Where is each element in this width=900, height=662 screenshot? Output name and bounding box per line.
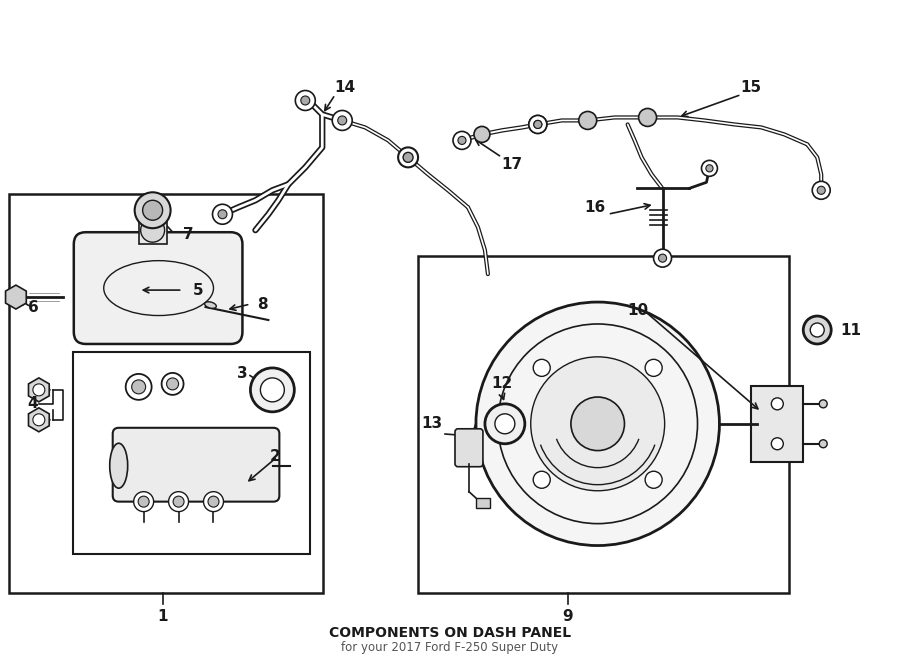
Circle shape — [819, 440, 827, 448]
FancyBboxPatch shape — [74, 232, 242, 344]
Circle shape — [131, 380, 146, 394]
Circle shape — [403, 152, 413, 162]
Text: 5: 5 — [194, 283, 203, 298]
Text: 11: 11 — [841, 322, 861, 338]
Circle shape — [529, 115, 547, 134]
Text: 2: 2 — [270, 449, 281, 464]
Circle shape — [301, 96, 310, 105]
Circle shape — [33, 384, 45, 396]
Circle shape — [139, 496, 149, 507]
Circle shape — [208, 496, 219, 507]
Text: 1: 1 — [158, 609, 168, 624]
Text: 9: 9 — [562, 609, 573, 624]
Circle shape — [812, 181, 830, 199]
Circle shape — [398, 148, 418, 167]
Circle shape — [203, 492, 223, 512]
Circle shape — [168, 492, 188, 512]
Circle shape — [659, 254, 667, 262]
Bar — [73, 352, 310, 553]
Text: 13: 13 — [421, 416, 443, 432]
Circle shape — [534, 120, 542, 128]
Circle shape — [804, 316, 832, 344]
Circle shape — [639, 109, 657, 126]
Circle shape — [571, 397, 625, 451]
Text: 7: 7 — [184, 226, 194, 242]
Circle shape — [533, 359, 550, 377]
Text: 15: 15 — [741, 80, 762, 95]
Circle shape — [453, 132, 471, 150]
Text: 4: 4 — [28, 397, 38, 411]
Circle shape — [295, 91, 315, 111]
FancyBboxPatch shape — [112, 428, 279, 502]
Ellipse shape — [204, 302, 216, 308]
Circle shape — [33, 414, 45, 426]
Circle shape — [218, 210, 227, 218]
Text: 17: 17 — [501, 157, 522, 172]
Circle shape — [819, 400, 827, 408]
Circle shape — [534, 120, 542, 128]
Bar — [139, 222, 166, 244]
Circle shape — [458, 136, 466, 144]
Text: COMPONENTS ON DASH PANEL: COMPONENTS ON DASH PANEL — [328, 626, 572, 640]
Circle shape — [645, 471, 662, 489]
Circle shape — [529, 115, 547, 134]
Circle shape — [126, 374, 151, 400]
Circle shape — [474, 126, 490, 142]
Circle shape — [173, 496, 184, 507]
Circle shape — [338, 116, 346, 125]
Circle shape — [771, 438, 783, 449]
Circle shape — [817, 186, 825, 195]
Circle shape — [332, 111, 352, 130]
Circle shape — [645, 359, 662, 377]
Bar — [476, 498, 490, 508]
Circle shape — [531, 357, 664, 491]
Circle shape — [771, 398, 783, 410]
Circle shape — [810, 323, 824, 337]
Circle shape — [533, 471, 550, 489]
Circle shape — [260, 378, 284, 402]
Circle shape — [250, 368, 294, 412]
Circle shape — [134, 492, 154, 512]
Bar — [9, 194, 323, 593]
FancyBboxPatch shape — [455, 429, 483, 467]
Circle shape — [140, 218, 165, 242]
Circle shape — [162, 373, 184, 395]
Text: 12: 12 — [491, 377, 512, 391]
Text: 8: 8 — [257, 297, 267, 312]
Circle shape — [706, 165, 713, 172]
Circle shape — [476, 302, 719, 545]
Circle shape — [212, 205, 232, 224]
Circle shape — [653, 249, 671, 267]
Circle shape — [166, 378, 178, 390]
Circle shape — [142, 201, 163, 220]
Circle shape — [579, 111, 597, 130]
Bar — [418, 256, 789, 593]
Circle shape — [495, 414, 515, 434]
Circle shape — [701, 160, 717, 176]
Ellipse shape — [110, 444, 128, 488]
Circle shape — [485, 404, 525, 444]
Text: for your 2017 Ford F-250 Super Duty: for your 2017 Ford F-250 Super Duty — [341, 641, 559, 654]
Text: 6: 6 — [28, 299, 39, 314]
Text: 3: 3 — [237, 366, 248, 381]
Text: 16: 16 — [584, 200, 606, 214]
Text: 10: 10 — [627, 303, 648, 318]
Text: 14: 14 — [335, 80, 356, 95]
Circle shape — [135, 192, 171, 228]
Bar — [752, 386, 804, 461]
